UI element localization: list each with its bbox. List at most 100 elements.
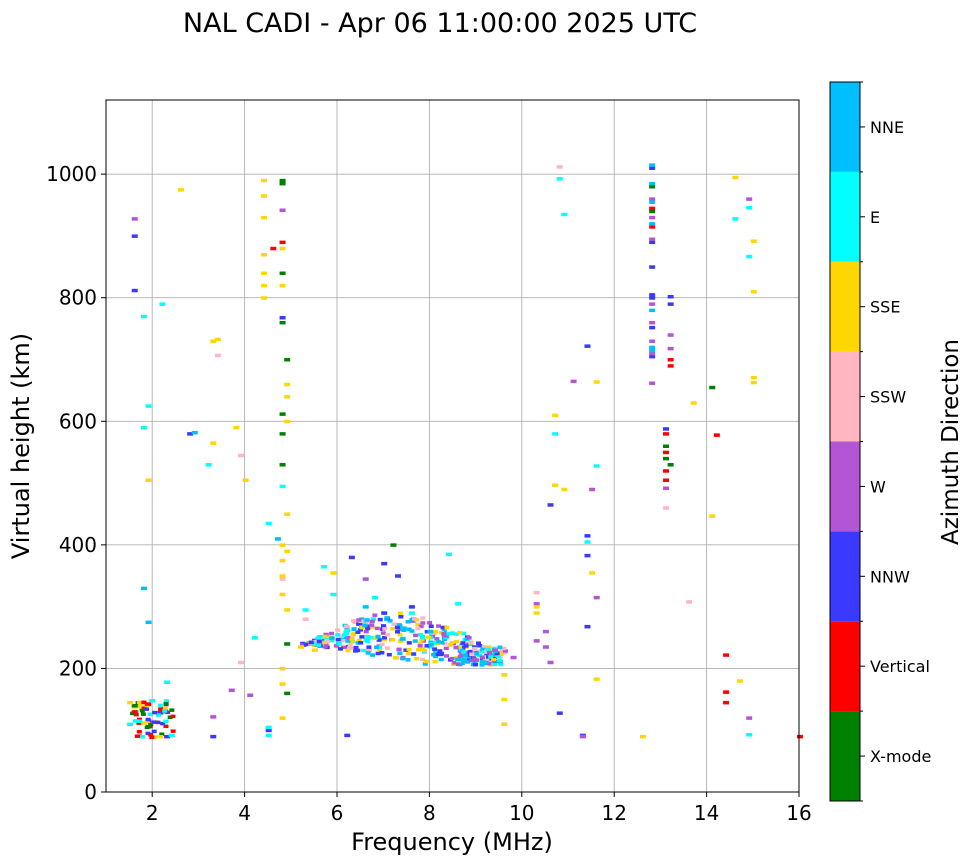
- cluster-mark: [164, 699, 170, 703]
- cluster-mark: [382, 627, 388, 631]
- data-point: [136, 721, 143, 725]
- cluster-mark: [466, 655, 472, 659]
- data-point: [330, 571, 337, 575]
- cluster-mark: [144, 702, 150, 706]
- cluster-mark: [158, 734, 164, 739]
- cluster-mark: [474, 652, 480, 656]
- data-point: [247, 693, 254, 697]
- cluster-mark: [300, 643, 306, 647]
- cluster-mark: [170, 729, 176, 733]
- data-point: [274, 537, 281, 541]
- cluster-mark: [411, 652, 417, 656]
- cluster-mark: [151, 720, 157, 724]
- cluster-mark: [355, 630, 361, 635]
- cluster-mark: [162, 709, 168, 713]
- y-axis: 0 200 400 600 800 1000: [46, 162, 106, 804]
- cluster-mark: [156, 713, 162, 717]
- cluster-mark: [420, 616, 426, 620]
- data-point: [316, 636, 323, 640]
- cluster-mark: [468, 640, 474, 645]
- data-point: [584, 344, 591, 348]
- data-point: [408, 611, 415, 615]
- data-point: [371, 595, 378, 600]
- cluster-mark: [139, 735, 145, 739]
- cluster-mark: [405, 651, 411, 656]
- cluster-mark: [384, 616, 390, 620]
- cluster-mark: [359, 625, 365, 630]
- cluster-mark: [461, 650, 467, 654]
- cluster-mark: [460, 646, 466, 650]
- cluster-mark: [466, 658, 472, 662]
- cluster-mark: [158, 707, 164, 711]
- data-point: [663, 486, 670, 491]
- data-point: [649, 209, 656, 214]
- cluster-mark: [362, 623, 368, 628]
- data-point: [279, 181, 286, 186]
- cluster-mark: [160, 721, 166, 726]
- cluster-mark: [345, 648, 351, 653]
- data-point: [746, 206, 753, 210]
- cluster-mark: [310, 642, 316, 647]
- x-axis: 2 4 6 8 10 12 14 16: [146, 792, 812, 825]
- cluster-mark: [457, 630, 463, 635]
- cluster-mark: [438, 652, 444, 657]
- cluster-mark: [456, 644, 462, 649]
- cluster-mark: [377, 617, 383, 622]
- colorbar-tick-label: SSW: [870, 388, 906, 407]
- data-point: [552, 432, 559, 436]
- cluster-mark: [443, 646, 449, 651]
- data-point: [750, 239, 757, 243]
- data-point: [649, 320, 656, 325]
- cluster-mark: [453, 632, 459, 636]
- data-point: [237, 453, 244, 458]
- cluster-mark: [376, 638, 382, 642]
- cluster-mark: [492, 662, 498, 667]
- cluster-mark: [413, 633, 419, 638]
- cluster-mark: [432, 659, 438, 664]
- cluster-mark: [424, 629, 430, 634]
- cluster-mark: [459, 661, 465, 666]
- cluster-mark: [397, 623, 403, 628]
- data-point: [639, 734, 646, 739]
- data-point: [649, 197, 656, 201]
- data-point: [663, 450, 670, 455]
- data-point: [709, 514, 716, 518]
- data-point: [593, 380, 600, 384]
- data-point: [584, 540, 591, 544]
- data-point: [265, 521, 272, 526]
- cluster-mark: [444, 625, 450, 630]
- data-point: [214, 353, 221, 358]
- cluster-mark: [486, 650, 492, 655]
- cluster-mark: [374, 626, 380, 631]
- data-point: [649, 293, 656, 297]
- plot-frame: [105, 99, 800, 793]
- data-marks: [127, 163, 803, 740]
- data-point: [242, 478, 249, 482]
- cluster-mark: [376, 647, 382, 651]
- cluster-mark: [498, 662, 504, 667]
- data-point: [584, 534, 591, 538]
- data-point: [145, 478, 152, 482]
- cluster-mark: [418, 632, 424, 637]
- data-point: [270, 246, 277, 251]
- cluster-mark: [316, 643, 322, 647]
- colorbar-segment: [830, 621, 860, 712]
- cluster-mark: [337, 647, 343, 651]
- y-axis-label: Virtual height (km): [7, 333, 35, 559]
- colorbar-tick-label: W: [870, 477, 886, 496]
- data-point: [750, 380, 757, 385]
- cluster-mark: [469, 658, 475, 663]
- cluster-mark: [341, 639, 347, 643]
- cluster-mark: [363, 620, 369, 624]
- data-point: [649, 240, 656, 245]
- data-point: [723, 690, 730, 694]
- cluster-mark: [472, 646, 478, 651]
- cluster-mark: [449, 640, 455, 645]
- colorbar-segment: [830, 441, 860, 532]
- cluster-mark: [397, 632, 403, 637]
- data-point: [145, 404, 152, 408]
- cluster-mark: [497, 658, 503, 662]
- data-point: [279, 208, 286, 212]
- cluster-mark: [409, 618, 415, 622]
